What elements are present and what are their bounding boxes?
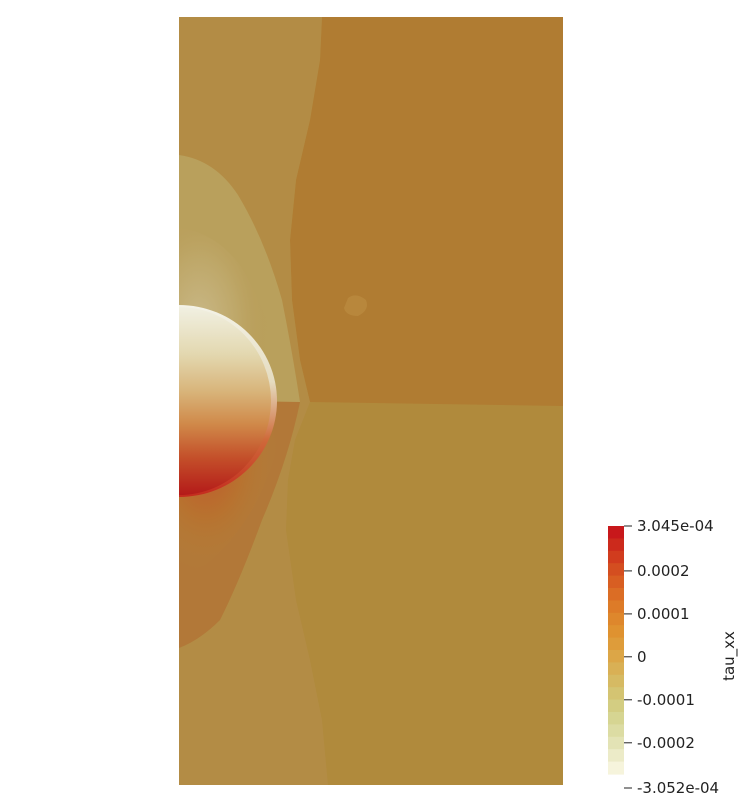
- colorbar-band: [608, 550, 624, 564]
- colorbar-band: [608, 749, 624, 763]
- colorbar-band: [608, 612, 624, 626]
- colorbar-band: [608, 699, 624, 713]
- colorbar-band: [608, 563, 624, 577]
- colorbar-tick-label: 0: [637, 648, 647, 666]
- colorbar-bands: [608, 526, 624, 775]
- colorbar-tick-label: 3.045e-04: [637, 517, 714, 535]
- colorbar-band: [608, 662, 624, 676]
- colorbar-tick-label: 0.0001: [637, 605, 690, 623]
- field-artifact-spot: [344, 295, 367, 316]
- colorbar-band: [608, 625, 624, 639]
- colorbar-band: [608, 538, 624, 552]
- colorbar-band: [608, 712, 624, 725]
- colorbar: 3.045e-04 0.0002 0.0001 0 -0.0001 -0.0002 -3.0…: [608, 517, 739, 797]
- colorbar-band: [608, 687, 624, 701]
- colorbar-band: [608, 575, 624, 589]
- field-plot: [179, 17, 563, 785]
- colorbar-tick-label: -0.0002: [637, 734, 695, 752]
- colorbar-band: [608, 650, 624, 663]
- colorbar-band: [608, 600, 624, 614]
- colorbar-band: [608, 736, 624, 750]
- colorbar-band: [608, 761, 624, 775]
- colorbar-band: [608, 526, 624, 539]
- colorbar-tick-label: -0.0001: [637, 691, 695, 709]
- field-region-upper-right: [290, 17, 563, 406]
- colorbar-ticks: 3.045e-04 0.0002 0.0001 0 -0.0001 -0.0002 -3.0…: [624, 517, 719, 797]
- colorbar-tick-label: 0.0002: [637, 562, 690, 580]
- colorbar-title: tau_xx: [720, 631, 739, 681]
- colorbar-band: [608, 637, 624, 651]
- colorbar-band: [608, 588, 624, 601]
- colorbar-tick-label: -3.052e-04: [637, 779, 719, 797]
- colorbar-band: [608, 674, 624, 688]
- colorbar-band: [608, 724, 624, 738]
- disc-body: [179, 307, 271, 495]
